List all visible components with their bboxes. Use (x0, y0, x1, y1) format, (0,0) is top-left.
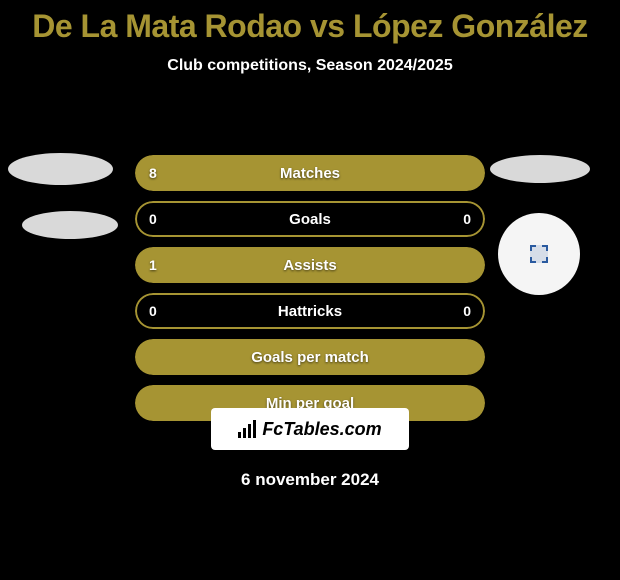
logo-bars-icon (238, 420, 256, 438)
stat-label: Matches (135, 155, 485, 191)
fctables-logo: FcTables.com (211, 408, 409, 450)
logo-text: FcTables.com (262, 419, 381, 440)
player-left-ellipse-1 (8, 153, 113, 185)
stat-value-left: 1 (149, 247, 157, 283)
stat-row-assists: Assists1 (135, 247, 485, 283)
stat-label: Assists (135, 247, 485, 283)
player-right-avatar-circle (498, 213, 580, 295)
date-label: 6 november 2024 (0, 470, 620, 490)
stat-label: Hattricks (135, 293, 485, 329)
stat-value-left: 0 (149, 201, 157, 237)
stat-value-left: 8 (149, 155, 157, 191)
page-title: De La Mata Rodao vs López González (0, 0, 620, 45)
stat-row-goals: Goals0 0 (135, 201, 485, 237)
player-right-ellipse-1 (490, 155, 590, 183)
player-left-ellipse-2 (22, 211, 118, 239)
stat-label: Goals per match (135, 339, 485, 375)
page-subtitle: Club competitions, Season 2024/2025 (0, 57, 620, 75)
stat-row-hattricks: Hattricks0 0 (135, 293, 485, 329)
stat-row-goals-per-match: Goals per match (135, 339, 485, 375)
stat-value-left: 0 (149, 293, 157, 329)
stat-value-right: 0 (463, 293, 471, 329)
placeholder-icon (530, 245, 548, 263)
stat-row-matches: Matches8 (135, 155, 485, 191)
stat-value-right: 0 (463, 201, 471, 237)
stat-label: Goals (135, 201, 485, 237)
